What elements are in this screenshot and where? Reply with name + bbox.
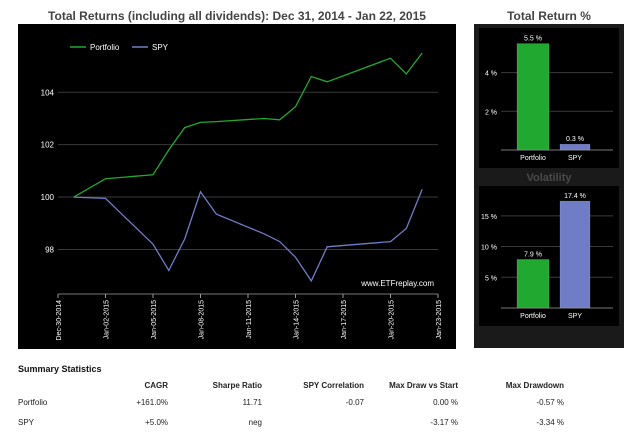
volatility-y-tick-label: 15 %	[481, 214, 497, 221]
row-cagr: +161.0%	[136, 397, 168, 407]
return-y-tick-label: 2 %	[485, 109, 497, 116]
volatility-bar	[559, 200, 591, 309]
stats-header-cagr: CAGR	[144, 380, 168, 390]
volatility-chart-title: Volatility	[526, 172, 572, 184]
return-value-label: 5.5 %	[524, 36, 542, 43]
return-chart-title: Total Return %	[507, 9, 591, 23]
stats-header-name	[18, 378, 94, 392]
line-chart-title: Total Returns (including all dividends):…	[48, 9, 426, 23]
x-tick-label: Dec-30-2014	[56, 300, 63, 341]
table-row: Portfolio +161.0% 11.71 -0.07 0.00 % -0.…	[18, 392, 564, 412]
volatility-y-tick-label: 5 %	[485, 275, 497, 282]
return-category-label: SPY	[568, 155, 582, 162]
legend-label: Portfolio	[90, 43, 120, 52]
x-tick-label: Jan-05-2015	[151, 300, 158, 339]
x-tick-label: Jan-23-2015	[436, 300, 443, 339]
table-row: SPY +5.0% neg -3.17 % -3.34 %	[18, 412, 564, 432]
x-tick-label: Jan-17-2015	[341, 300, 348, 339]
row-sharpe: neg	[248, 417, 262, 427]
line-chart: 98 100 102 104 Dec-30-2014 Jan-02-2015 Jan-05-…	[41, 43, 443, 341]
row-max-draw-vs-start: -3.17 %	[430, 417, 458, 427]
row-name: SPY	[18, 417, 35, 427]
summary-stats-table: CAGR Sharpe Ratio SPY Correlation Max Dr…	[18, 378, 564, 432]
y-tick-label: 98	[45, 245, 54, 254]
row-max-drawdown: -0.57 %	[536, 397, 564, 407]
x-tick-label: Jan-20-2015	[389, 300, 396, 339]
row-cagr: +5.0%	[145, 417, 168, 427]
stats-header-sharpe: Sharpe Ratio	[212, 380, 262, 390]
volatility-category-label: Portfolio	[520, 313, 546, 320]
y-tick-label: 102	[41, 141, 55, 150]
return-bar	[516, 43, 550, 151]
volatility-bar-chart: 5 % 10 % 15 % 7.9 % Portfolio 17.4 % SPY	[481, 193, 613, 320]
y-tick-label: 104	[41, 88, 55, 97]
volatility-bar	[516, 259, 550, 309]
return-chart-panel: 2 % 4 % 5.5 % Portfolio 0.3 % SPY	[479, 28, 619, 168]
watermark-text: www.ETFreplay.com	[360, 279, 434, 288]
return-category-label: Portfolio	[520, 155, 546, 162]
stats-header-correlation: SPY Correlation	[303, 380, 364, 390]
row-max-draw-vs-start: 0.00 %	[433, 397, 458, 407]
row-correlation: -0.07	[345, 397, 364, 407]
x-tick-label: Jan-14-2015	[294, 300, 301, 339]
series-line-spy	[73, 188, 423, 283]
stats-header-max-drawdown: Max Drawdown	[505, 380, 564, 390]
volatility-category-label: SPY	[568, 313, 582, 320]
stats-header-row: CAGR Sharpe Ratio SPY Correlation Max Dr…	[18, 378, 564, 392]
x-tick-label: Jan-08-2015	[199, 300, 206, 339]
volatility-value-label: 7.9 %	[524, 251, 542, 258]
line-chart-panel: 98 100 102 104 Dec-30-2014 Jan-02-2015 Jan-05-…	[18, 24, 456, 349]
row-sharpe: 11.71	[242, 397, 262, 407]
stats-header-max-draw-vs-start: Max Draw vs Start	[389, 380, 458, 390]
y-tick-label: 100	[41, 193, 55, 202]
return-bar-chart: 2 % 4 % 5.5 % Portfolio 0.3 % SPY	[485, 36, 613, 162]
x-tick-label: Jan-02-2015	[104, 300, 111, 339]
row-max-drawdown: -3.34 %	[536, 417, 564, 427]
summary-stats-title: Summary Statistics	[18, 364, 102, 374]
legend-label: SPY	[152, 43, 169, 52]
volatility-y-tick-label: 10 %	[481, 245, 497, 252]
x-tick-label: Jan-11-2015	[246, 300, 253, 339]
series-line-portfolio	[73, 52, 423, 198]
volatility-chart-panel: 5 % 10 % 15 % 7.9 % Portfolio 17.4 % SPY	[479, 186, 619, 326]
return-value-label: 0.3 %	[566, 136, 584, 143]
volatility-value-label: 17.4 %	[564, 193, 586, 200]
row-name: Portfolio	[18, 397, 48, 407]
row-correlation	[262, 412, 364, 432]
return-bar	[559, 143, 591, 151]
return-y-tick-label: 4 %	[485, 71, 497, 78]
